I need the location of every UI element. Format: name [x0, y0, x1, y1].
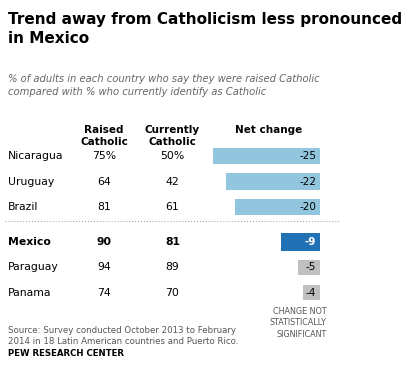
Text: Raised
Catholic: Raised Catholic	[80, 125, 128, 147]
Text: -5: -5	[306, 262, 316, 272]
Text: 90: 90	[97, 237, 112, 247]
Text: % of adults in each country who say they were raised Catholic
compared with % wh: % of adults in each country who say they…	[8, 74, 320, 97]
Text: -20: -20	[299, 202, 316, 212]
FancyBboxPatch shape	[281, 233, 320, 251]
Text: Currently
Catholic: Currently Catholic	[145, 125, 200, 147]
Text: -9: -9	[305, 237, 316, 247]
Text: Uruguay: Uruguay	[8, 177, 55, 187]
FancyBboxPatch shape	[226, 174, 320, 190]
Text: 74: 74	[97, 288, 111, 298]
Text: 50%: 50%	[160, 151, 184, 161]
Text: 61: 61	[165, 202, 179, 212]
Text: Trend away from Catholicism less pronounced
in Mexico: Trend away from Catholicism less pronoun…	[8, 12, 402, 46]
Text: 81: 81	[97, 202, 111, 212]
Text: 75%: 75%	[92, 151, 116, 161]
Text: 64: 64	[97, 177, 111, 187]
FancyBboxPatch shape	[213, 148, 320, 164]
Text: 81: 81	[165, 237, 180, 247]
Text: Mexico: Mexico	[8, 237, 51, 247]
Text: Net change: Net change	[235, 125, 302, 135]
Text: 70: 70	[165, 288, 179, 298]
Text: PEW RESEARCH CENTER: PEW RESEARCH CENTER	[8, 349, 124, 358]
Text: Paraguay: Paraguay	[8, 262, 59, 272]
FancyBboxPatch shape	[298, 260, 320, 275]
Text: 94: 94	[97, 262, 111, 272]
Text: CHANGE NOT
STATISTICALLY
SIGNIFICANT: CHANGE NOT STATISTICALLY SIGNIFICANT	[270, 307, 326, 338]
Text: Brazil: Brazil	[8, 202, 39, 212]
Text: -25: -25	[299, 151, 316, 161]
Text: 42: 42	[165, 177, 179, 187]
FancyBboxPatch shape	[235, 199, 320, 215]
Text: 89: 89	[165, 262, 179, 272]
Text: -4: -4	[306, 288, 316, 298]
FancyBboxPatch shape	[302, 286, 320, 300]
Text: Source: Survey conducted October 2013 to February
2014 in 18 Latin American coun: Source: Survey conducted October 2013 to…	[8, 326, 239, 346]
Text: Panama: Panama	[8, 288, 52, 298]
Text: Nicaragua: Nicaragua	[8, 151, 64, 161]
Text: -22: -22	[299, 177, 316, 187]
